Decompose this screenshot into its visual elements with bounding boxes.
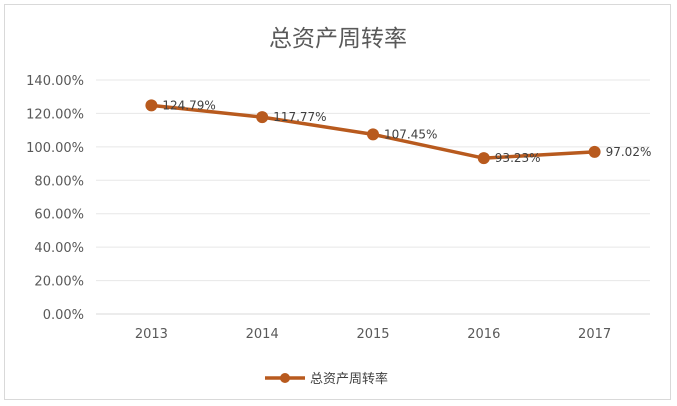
data-point [367, 128, 379, 141]
chart-frame [4, 4, 671, 400]
y-axis: 0.00% 20.00% 40.00% 60.00% 80.00% 100.00% 120.… [26, 74, 84, 323]
x-tick-label: 2015 [356, 327, 389, 342]
gridlines [96, 79, 650, 315]
legend-marker [280, 373, 290, 383]
data-label: 124.79% [162, 98, 215, 112]
legend: 总资产周转率 [265, 371, 388, 387]
data-label: 97.02% [606, 145, 652, 159]
data-point [145, 99, 158, 112]
chart-title: 总资产周转率 [269, 26, 407, 52]
y-tick-label: 120.00% [26, 107, 84, 122]
y-tick-label: 20.00% [34, 275, 84, 290]
data-label: 107.45% [384, 127, 437, 141]
y-tick-label: 40.00% [34, 241, 84, 256]
legend-label: 总资产周转率 [310, 371, 388, 387]
series-total-asset-turnover [145, 99, 601, 165]
x-tick-label: 2017 [578, 327, 611, 342]
y-tick-label: 60.00% [34, 208, 84, 223]
x-tick-label: 2013 [135, 327, 168, 342]
x-axis: 2013 2014 2015 2016 2017 [135, 327, 611, 342]
data-point [588, 145, 601, 158]
y-tick-label: 0.00% [43, 308, 84, 323]
data-point [256, 111, 269, 124]
y-tick-label: 140.00% [26, 74, 84, 89]
data-point [477, 152, 490, 165]
data-label: 93.23% [495, 151, 541, 165]
x-tick-label: 2014 [246, 327, 279, 342]
data-label: 117.77% [273, 110, 326, 124]
data-labels: 124.79% 117.77% 107.45% 93.23% 97.02% [162, 98, 651, 165]
x-tick-label: 2016 [467, 327, 500, 342]
y-tick-label: 100.00% [26, 141, 84, 156]
y-tick-label: 80.00% [34, 174, 84, 189]
